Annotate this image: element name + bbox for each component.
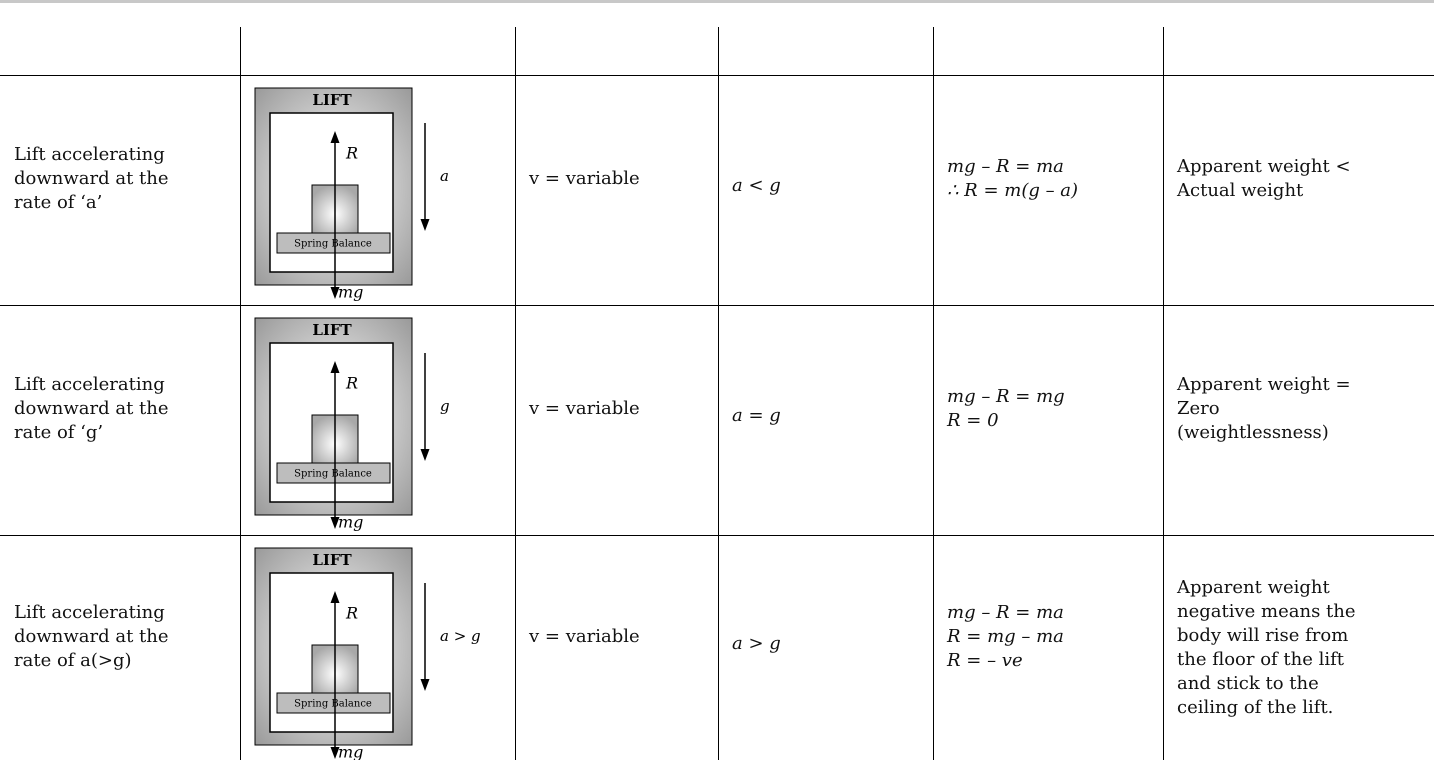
equation-line: mg – R = mg: [947, 386, 1065, 407]
column-rule: [515, 27, 516, 760]
lift-label: LIFT: [312, 551, 352, 569]
spring-balance: [276, 692, 391, 714]
result-line: body will rise from: [1177, 624, 1349, 646]
top-rule: [0, 0, 1434, 3]
column-rule: [718, 27, 719, 760]
condition-line: rate of a(>g): [14, 649, 132, 671]
result-line: and stick to the: [1177, 672, 1319, 694]
result-line: negative means the: [1177, 600, 1356, 622]
equation-cell: mg – R = ma ∴ R = m(g – a): [933, 75, 1163, 305]
result-line: ceiling of the lift.: [1177, 696, 1334, 718]
row-rule: [0, 305, 1434, 306]
row-rule: [0, 535, 1434, 536]
condition-line: downward at the: [14, 168, 169, 189]
relation-text: a > g: [732, 632, 781, 654]
normal-label: R: [345, 604, 358, 623]
condition-cell: Lift accelerating downward at the rate of …: [0, 305, 240, 535]
lift-label: LIFT: [312, 91, 352, 109]
result-cell: Apparent weight = Zero (weightlessness): [1163, 305, 1434, 535]
result-line: (weightlessness): [1177, 422, 1329, 443]
result-line: Apparent weight =: [1177, 374, 1351, 395]
condition-line: Lift accelerating: [14, 144, 165, 165]
column-rule: [1163, 27, 1164, 760]
column-rule: [933, 27, 934, 760]
result-line: Apparent weight: [1177, 576, 1330, 598]
result-line: Actual weight: [1177, 180, 1304, 201]
equation-line: R = – ve: [947, 649, 1023, 671]
relation-text: a < g: [732, 175, 781, 196]
equation-line: ∴ R = m(g – a): [947, 180, 1079, 201]
normal-label: R: [345, 374, 358, 393]
balance-label: Spring Balance: [294, 239, 372, 250]
equation-line: mg – R = ma: [947, 601, 1064, 623]
equation-cell: mg – R = mg R = 0: [933, 305, 1163, 535]
weight-label: mg: [338, 743, 363, 760]
relation-cell: a < g: [718, 75, 933, 305]
result-line: Apparent weight <: [1177, 156, 1351, 177]
weight-label: mg: [338, 513, 363, 532]
condition-line: Lift accelerating: [14, 601, 165, 623]
velocity-text: v = variable: [529, 398, 640, 419]
balance-label: Spring Balance: [294, 469, 372, 480]
condition-line: downward at the: [14, 398, 169, 419]
accel-label: g: [440, 397, 450, 415]
condition-cell: Lift accelerating downward at the rate of …: [0, 75, 240, 305]
weight-label: mg: [338, 283, 363, 302]
velocity-cell: v = variable: [515, 535, 718, 760]
relation-text: a = g: [732, 405, 781, 426]
result-line: the floor of the lift: [1177, 648, 1345, 670]
condition-cell: Lift accelerating downward at the rate of …: [0, 535, 240, 760]
balance-label: Spring Balance: [294, 699, 372, 710]
equation-line: R = mg – ma: [947, 625, 1064, 647]
velocity-text: v = variable: [529, 168, 640, 189]
accel-label: a > g: [440, 627, 481, 645]
spring-balance: [276, 462, 391, 484]
lift-diagram: LIFT Spring Balance Rmg g: [254, 317, 450, 532]
velocity-cell: v = variable: [515, 305, 718, 535]
velocity-cell: v = variable: [515, 75, 718, 305]
equation-cell: mg – R = ma R = mg – ma R = – ve: [933, 535, 1163, 760]
normal-label: R: [345, 144, 358, 163]
condition-line: downward at the: [14, 625, 169, 647]
relation-cell: a > g: [718, 535, 933, 760]
equation-line: R = 0: [947, 410, 999, 431]
equation-line: mg – R = ma: [947, 156, 1064, 177]
lift-diagram: LIFT Spring Balance Rmg a > g: [254, 547, 481, 760]
result-cell: Apparent weight negative means the body wi…: [1163, 535, 1434, 760]
column-rule: [240, 27, 241, 760]
relation-cell: a = g: [718, 305, 933, 535]
condition-line: Lift accelerating: [14, 374, 165, 395]
lift-diagram: LIFT Spring Balance Rmg a: [254, 87, 449, 302]
lift-label: LIFT: [312, 321, 352, 339]
accel-label: a: [440, 167, 449, 185]
condition-line: rate of ‘g’: [14, 422, 104, 443]
result-line: Zero: [1177, 398, 1220, 419]
row-rule: [0, 75, 1434, 76]
spring-balance: [276, 232, 391, 254]
condition-line: rate of ‘a’: [14, 192, 103, 213]
velocity-text: v = variable: [529, 625, 640, 647]
result-cell: Apparent weight < Actual weight: [1163, 75, 1434, 305]
